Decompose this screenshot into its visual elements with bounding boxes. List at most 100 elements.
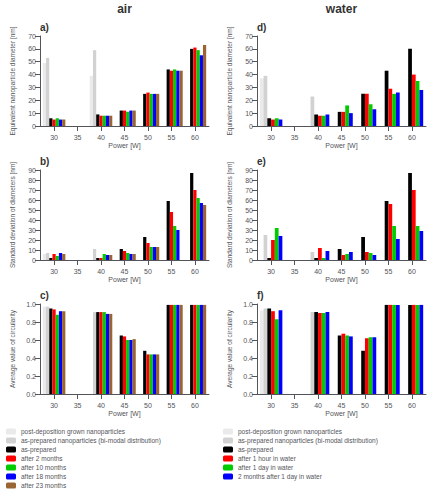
svg-text:10: 10 — [28, 110, 36, 117]
svg-text:post-deposition grown nanopart: post-deposition grown nanoparticles — [21, 428, 126, 436]
svg-text:0.6: 0.6 — [243, 337, 253, 344]
svg-text:50: 50 — [361, 268, 369, 275]
svg-text:80: 80 — [28, 177, 36, 184]
svg-text:0.2: 0.2 — [26, 373, 36, 380]
svg-text:as-prepared nanoparticles (bi-: as-prepared nanoparticles (bi-modal dist… — [238, 437, 378, 445]
svg-text:40: 40 — [97, 268, 105, 275]
svg-text:Power [W]: Power [W] — [325, 142, 357, 150]
svg-text:0: 0 — [32, 257, 36, 264]
svg-text:b): b) — [40, 156, 49, 167]
svg-text:60: 60 — [408, 268, 416, 275]
svg-text:as-prepared nanoparticles (bi-: as-prepared nanoparticles (bi-modal dist… — [21, 437, 161, 445]
svg-text:70: 70 — [28, 187, 36, 194]
svg-text:30: 30 — [28, 84, 36, 91]
svg-text:35: 35 — [291, 402, 299, 409]
svg-text:30: 30 — [28, 227, 36, 234]
svg-text:40: 40 — [245, 217, 253, 224]
svg-text:Power [W]: Power [W] — [325, 276, 357, 284]
svg-text:50: 50 — [144, 134, 152, 141]
svg-text:0: 0 — [249, 123, 253, 130]
svg-text:20: 20 — [245, 97, 253, 104]
svg-text:2 months after 1 day in water: 2 months after 1 day in water — [238, 473, 323, 481]
svg-text:80: 80 — [245, 177, 253, 184]
svg-text:40: 40 — [28, 217, 36, 224]
svg-text:45: 45 — [121, 268, 129, 275]
svg-text:55: 55 — [168, 402, 176, 409]
svg-text:55: 55 — [385, 402, 393, 409]
svg-text:55: 55 — [385, 268, 393, 275]
svg-text:40: 40 — [314, 268, 322, 275]
svg-text:60: 60 — [191, 402, 199, 409]
svg-text:as-prepared: as-prepared — [21, 446, 56, 454]
svg-text:10: 10 — [28, 247, 36, 254]
svg-text:60: 60 — [28, 45, 36, 52]
svg-text:60: 60 — [191, 268, 199, 275]
svg-text:60: 60 — [28, 197, 36, 204]
svg-text:post-deposition grown nanopart: post-deposition grown nanoparticles — [238, 428, 343, 436]
svg-text:1.0: 1.0 — [243, 301, 253, 308]
svg-text:after 2 months: after 2 months — [21, 455, 63, 462]
svg-text:0.4: 0.4 — [26, 355, 36, 362]
svg-text:50: 50 — [144, 402, 152, 409]
svg-text:40: 40 — [28, 71, 36, 78]
svg-text:d): d) — [257, 22, 266, 33]
svg-text:45: 45 — [338, 402, 346, 409]
svg-text:30: 30 — [267, 134, 275, 141]
svg-text:Average value of circularity: Average value of circularity — [9, 309, 17, 388]
svg-text:45: 45 — [338, 134, 346, 141]
svg-text:50: 50 — [28, 207, 36, 214]
svg-text:Power [W]: Power [W] — [108, 142, 140, 150]
svg-text:45: 45 — [121, 402, 129, 409]
svg-text:60: 60 — [245, 197, 253, 204]
svg-text:0: 0 — [249, 257, 253, 264]
svg-text:60: 60 — [408, 402, 416, 409]
svg-text:30: 30 — [50, 134, 58, 141]
svg-text:50: 50 — [245, 207, 253, 214]
svg-text:0.0: 0.0 — [243, 391, 253, 398]
svg-text:water: water — [325, 2, 358, 16]
svg-text:Equivalent nanoparticle diamet: Equivalent nanoparticle diameter [nm] — [226, 26, 234, 135]
svg-text:Power [W]: Power [W] — [108, 276, 140, 284]
svg-text:Standard deviation of diameter: Standard deviation of diameters [nm] — [9, 162, 17, 268]
svg-text:35: 35 — [291, 134, 299, 141]
svg-text:Standard deviation of diameter: Standard deviation of diameters [nm] — [226, 162, 234, 268]
svg-text:10: 10 — [245, 110, 253, 117]
svg-text:20: 20 — [28, 237, 36, 244]
svg-text:10: 10 — [245, 247, 253, 254]
svg-text:e): e) — [257, 156, 266, 167]
svg-text:1.0: 1.0 — [26, 301, 36, 308]
svg-text:0.0: 0.0 — [26, 391, 36, 398]
svg-text:air: air — [117, 2, 132, 16]
svg-text:50: 50 — [144, 268, 152, 275]
svg-text:Equivalent nanoparticle diamet: Equivalent nanoparticle diameter [nm] — [9, 26, 17, 135]
svg-text:after 18 months: after 18 months — [21, 473, 67, 480]
svg-text:70: 70 — [245, 187, 253, 194]
svg-text:90: 90 — [245, 167, 253, 174]
svg-text:0.2: 0.2 — [243, 373, 253, 380]
svg-text:0: 0 — [32, 123, 36, 130]
svg-text:35: 35 — [74, 134, 82, 141]
svg-text:after 1 day in water: after 1 day in water — [238, 464, 294, 472]
svg-text:55: 55 — [168, 134, 176, 141]
svg-text:45: 45 — [338, 268, 346, 275]
svg-text:30: 30 — [50, 268, 58, 275]
svg-text:35: 35 — [74, 402, 82, 409]
svg-text:as-prepared: as-prepared — [238, 446, 273, 454]
svg-text:60: 60 — [245, 45, 253, 52]
svg-text:35: 35 — [74, 268, 82, 275]
svg-text:after 10 months: after 10 months — [21, 464, 67, 471]
svg-text:40: 40 — [245, 71, 253, 78]
svg-text:f): f) — [257, 290, 264, 301]
svg-text:40: 40 — [97, 134, 105, 141]
svg-text:a): a) — [40, 22, 49, 33]
svg-text:50: 50 — [361, 402, 369, 409]
svg-text:Average value of circularity: Average value of circularity — [226, 309, 234, 388]
svg-text:after 23 months: after 23 months — [21, 482, 67, 489]
svg-text:70: 70 — [245, 33, 253, 40]
svg-text:30: 30 — [267, 402, 275, 409]
svg-text:30: 30 — [245, 227, 253, 234]
svg-text:0.6: 0.6 — [26, 337, 36, 344]
svg-text:30: 30 — [50, 402, 58, 409]
svg-text:55: 55 — [385, 134, 393, 141]
svg-text:90: 90 — [28, 167, 36, 174]
